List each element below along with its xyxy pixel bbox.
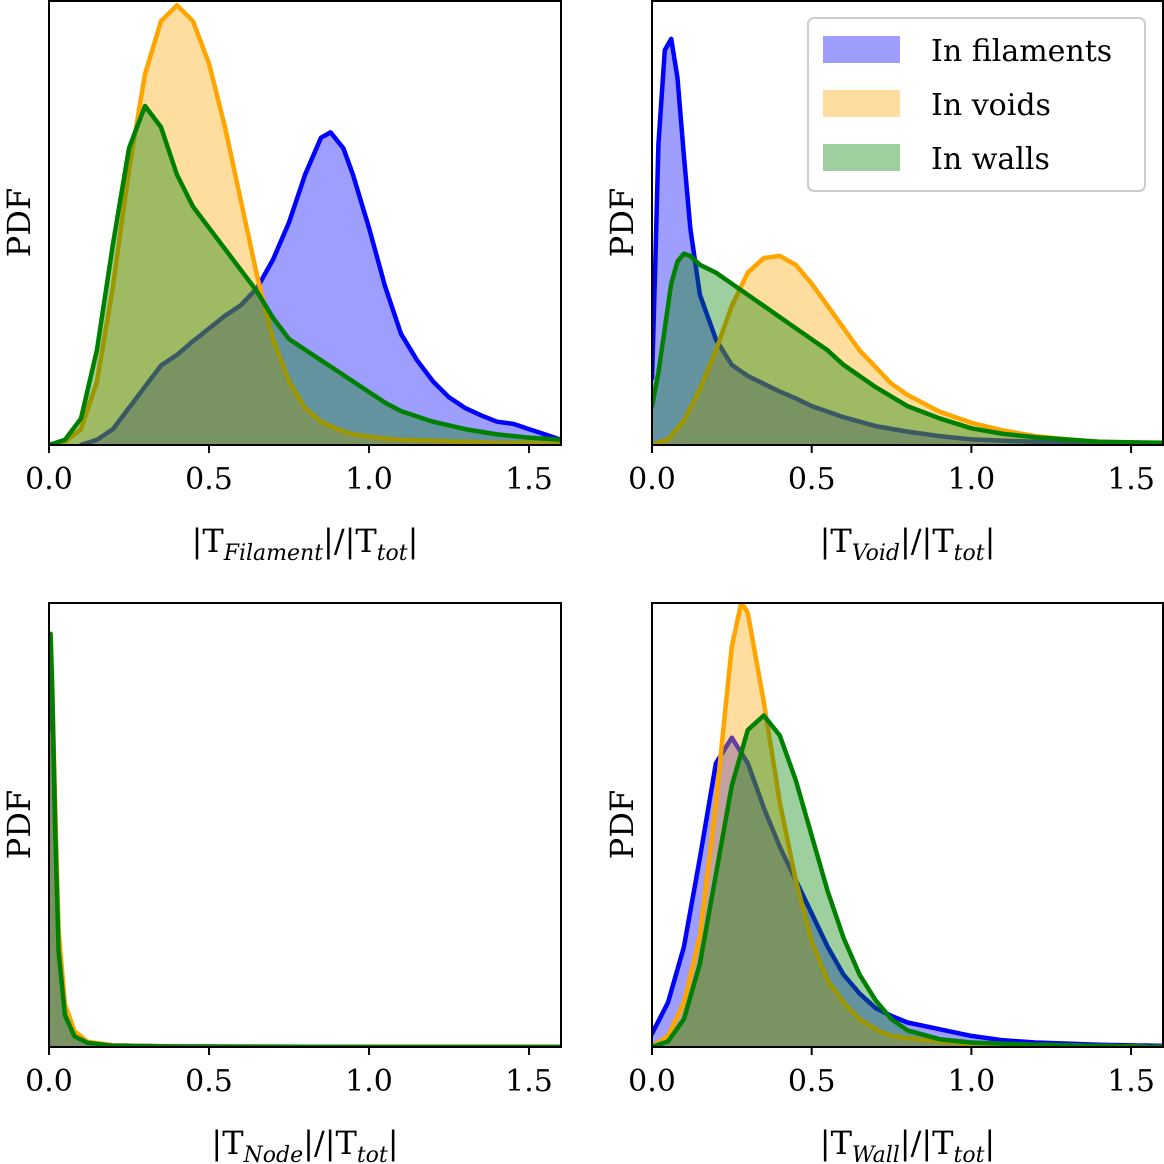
- legend-box: [807, 17, 1146, 192]
- in-voids-kde-line: [49, 642, 561, 1047]
- x-tick-label: 0.0: [25, 462, 73, 497]
- in-walls-kde-line: [652, 713, 1163, 1047]
- panel-wall: 0.0 0.5 1.0 1.5 |TWall|/|Ttot| PDF: [603, 602, 1164, 1164]
- axes-frame: [48, 602, 562, 1048]
- axes-frame: [651, 0, 1164, 446]
- in-filaments-histogram-area: [81, 132, 561, 445]
- y-axis-label: PDF: [0, 790, 38, 859]
- in-walls-histogram-area: [652, 253, 1163, 445]
- in-voids-histogram-area: [652, 255, 1163, 445]
- x-tick-label: 1.0: [345, 1064, 393, 1099]
- panel-filament: 0.0 0.5 1.0 1.5 |TFilament|/|Ttot| PDF: [0, 0, 562, 566]
- panel-node: 0.0 0.5 1.0 1.5 |TNode|/|Ttot| PDF: [0, 602, 562, 1164]
- x-tick-label: 0.5: [788, 462, 836, 497]
- x-tick-label: 1.0: [345, 462, 393, 497]
- plot-area: [652, 602, 1163, 1047]
- in-walls-kde-line: [49, 103, 561, 445]
- legend-swatch: [823, 90, 900, 117]
- in-voids-histogram-area: [652, 602, 1163, 1047]
- in-voids-histogram-area: [49, 644, 561, 1047]
- in-walls-kde-line: [49, 631, 561, 1047]
- x-tick-label: 0.5: [185, 1064, 233, 1099]
- y-axis-label: PDF: [0, 188, 38, 257]
- plot-area: [49, 3, 561, 445]
- plot-area: [652, 36, 1163, 445]
- x-tick-label: 0.0: [628, 462, 676, 497]
- in-walls-histogram-area: [652, 715, 1163, 1047]
- legend-swatch: [823, 36, 900, 63]
- plot-area: [49, 631, 561, 1047]
- panel-void: 0.0 0.5 1.0 1.5 |TVoid|/|Ttot| PDF In filament…: [603, 0, 1164, 566]
- x-tick-label: 1.5: [505, 462, 553, 497]
- x-axis-label: |TVoid|/|Ttot|: [820, 522, 996, 566]
- x-tick-label: 1.0: [948, 462, 996, 497]
- in-voids-histogram-area: [49, 5, 561, 445]
- x-axis-label: |TWall|/|Ttot|: [820, 1124, 995, 1164]
- x-tick-label: 0.5: [788, 1064, 836, 1099]
- legend-label: In filaments: [931, 34, 1112, 69]
- x-axis-label: |TFilament|/|Ttot|: [192, 522, 419, 566]
- in-filaments-kde-line: [78, 130, 561, 445]
- in-filaments-kde-line: [652, 36, 1163, 445]
- x-axis-label: |TNode|/|Ttot|: [211, 1124, 398, 1164]
- x-tick-label: 1.0: [948, 1064, 996, 1099]
- in-walls-histogram-area: [49, 106, 561, 445]
- x-tick-label: 1.5: [1107, 462, 1155, 497]
- legend-swatch: [823, 144, 900, 171]
- in-filaments-kde-line: [49, 663, 561, 1047]
- in-walls-kde-line: [652, 251, 1163, 445]
- x-tick-label: 1.5: [1107, 1064, 1155, 1099]
- in-filaments-kde-line: [652, 735, 1163, 1047]
- axes-frame: [651, 602, 1164, 1048]
- x-tick-label: 0.0: [628, 1064, 676, 1099]
- x-tick-label: 1.5: [505, 1064, 553, 1099]
- legend-label: In walls: [931, 142, 1050, 177]
- in-filaments-histogram-area: [652, 737, 1163, 1047]
- legend-label: In voids: [931, 88, 1051, 123]
- axes-frame: [48, 0, 562, 446]
- y-axis-label: PDF: [603, 188, 641, 257]
- in-walls-histogram-area: [49, 633, 561, 1047]
- y-axis-label: PDF: [603, 790, 641, 859]
- x-tick-label: 0.5: [185, 462, 233, 497]
- x-tick-label: 0.0: [25, 1064, 73, 1099]
- in-filaments-histogram-area: [652, 38, 1163, 445]
- in-filaments-histogram-area: [49, 665, 561, 1047]
- legend: In filaments In voids In walls: [807, 17, 1146, 192]
